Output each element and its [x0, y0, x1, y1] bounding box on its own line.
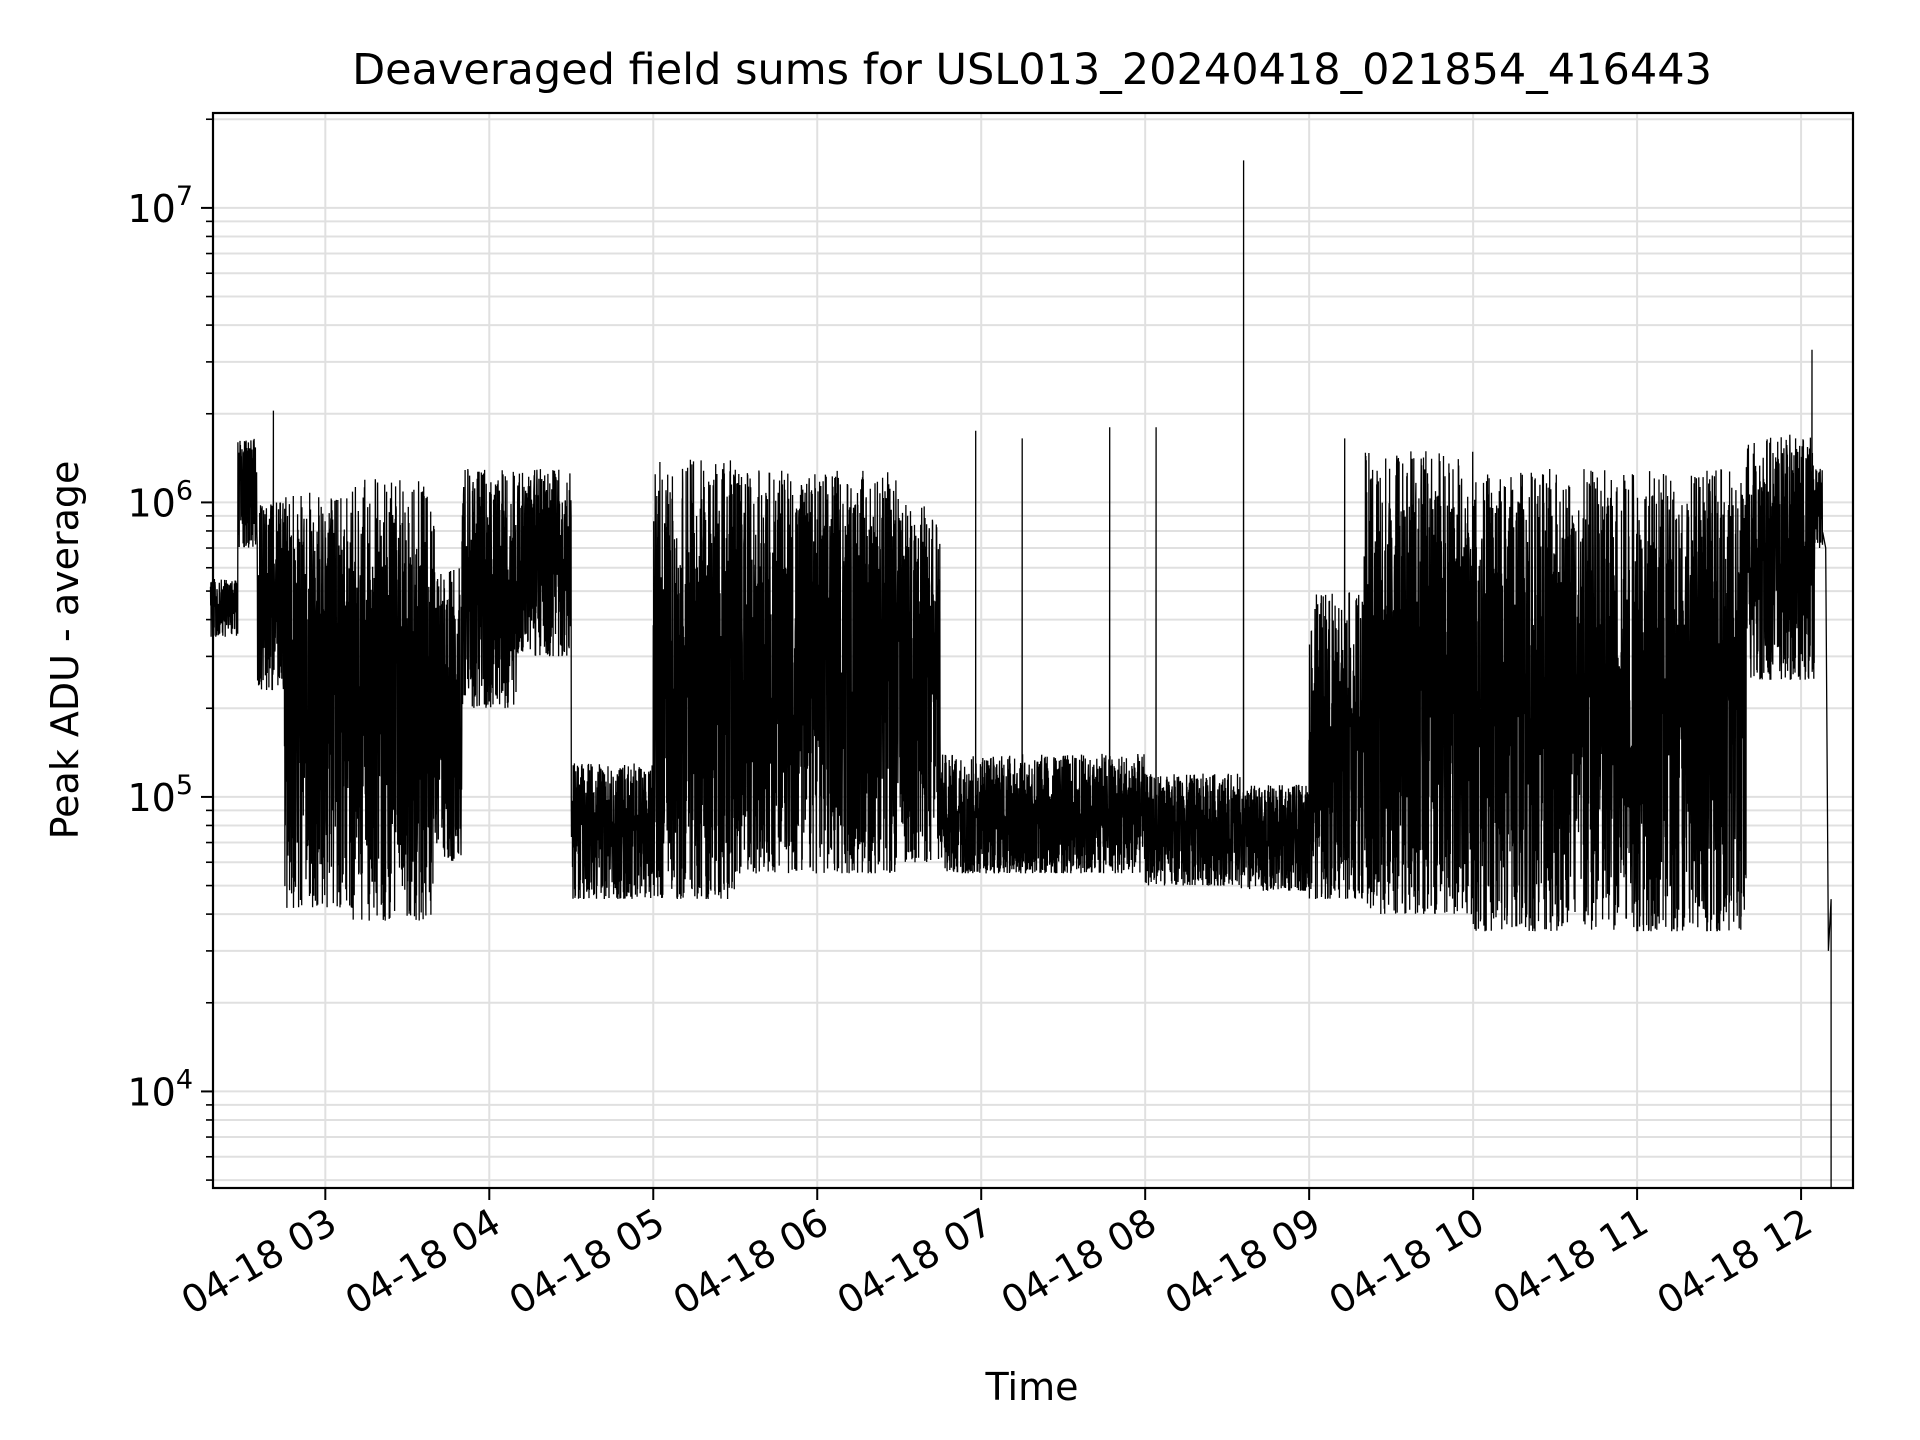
y-tick-label: 105: [127, 770, 193, 820]
y-tick-label: 106: [127, 475, 193, 525]
plot-frame: [211, 111, 1855, 1190]
y-axis-label: Peak ADU - average: [43, 461, 87, 840]
x-axis-label: Time: [985, 1365, 1079, 1409]
data-series: [209, 160, 1832, 1188]
y-tick-label: 107: [127, 181, 193, 231]
chart-title: Deaveraged field sums for USL013_2024041…: [352, 45, 1712, 95]
y-tick-label: 104: [127, 1064, 193, 1114]
series-line: [209, 160, 1832, 1188]
